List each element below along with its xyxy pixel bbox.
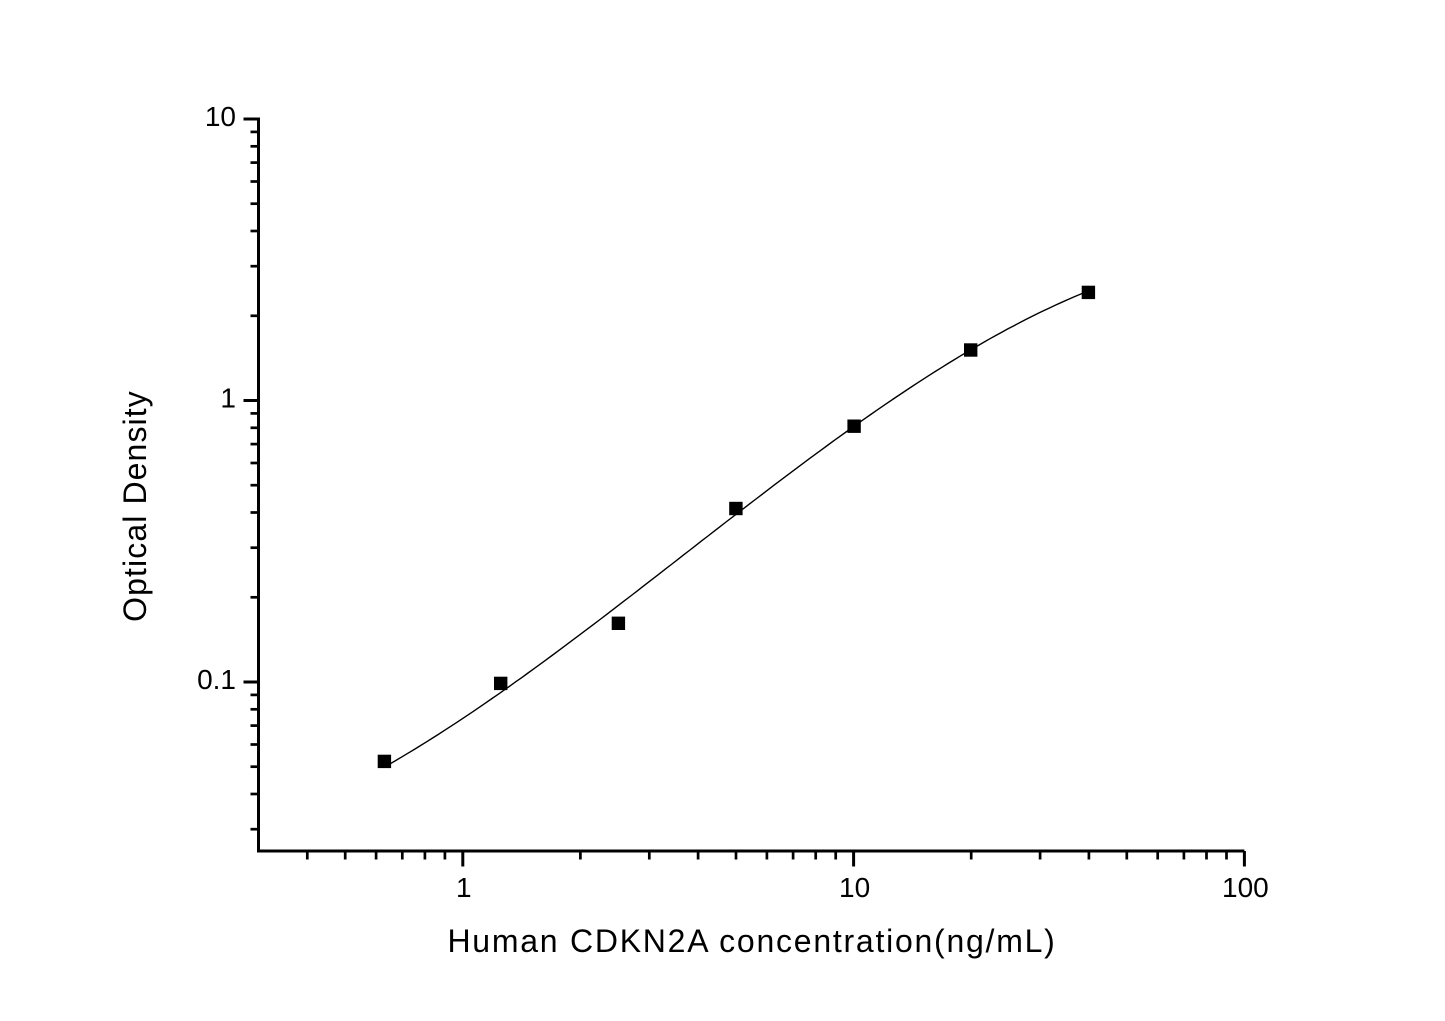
- svg-text:Human CDKN2A concentration(ng/: Human CDKN2A concentration(ng/mL): [447, 923, 1056, 959]
- svg-text:100: 100: [1222, 872, 1269, 903]
- svg-text:Optical Density: Optical Density: [117, 390, 153, 622]
- svg-text:1: 1: [456, 872, 472, 903]
- svg-text:10: 10: [839, 872, 870, 903]
- svg-text:0.1: 0.1: [197, 664, 236, 695]
- svg-text:10: 10: [205, 101, 236, 132]
- svg-text:1: 1: [220, 383, 236, 414]
